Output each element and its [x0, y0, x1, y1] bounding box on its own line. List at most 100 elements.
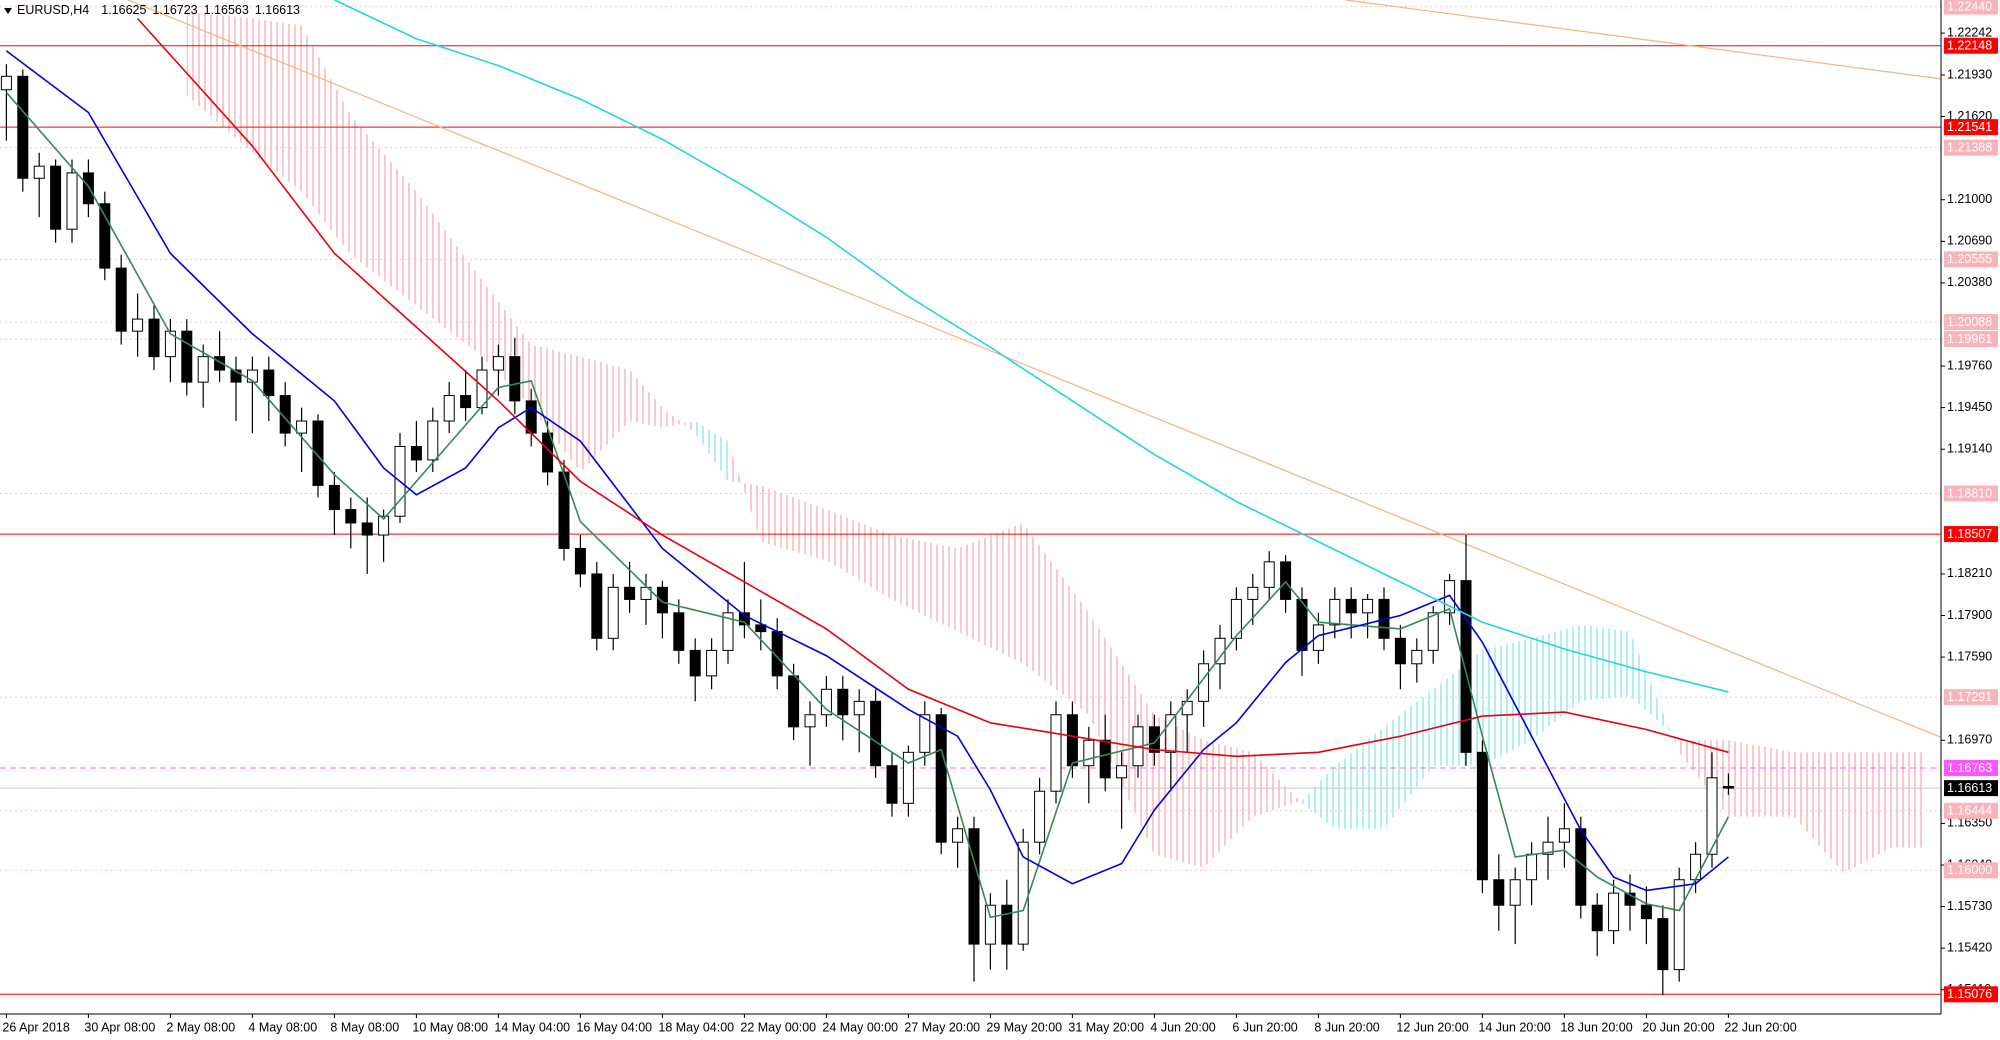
candle-body	[755, 624, 767, 633]
candle-body	[1640, 904, 1652, 920]
price-axis-panel	[1941, 0, 2000, 1040]
x-tick-label: 22 May 00:00	[740, 1020, 816, 1034]
candle-body	[1509, 879, 1521, 906]
candle-body	[164, 330, 176, 358]
candle-body	[82, 172, 94, 205]
candle-body	[214, 356, 226, 371]
y-tick-label: 1.18210	[1947, 566, 1992, 580]
price-level-box	[1944, 37, 1998, 54]
indicator-line	[5, 50, 1729, 892]
x-tick-label: 20 Jun 20:00	[1642, 1020, 1714, 1034]
price-level-label: 1.16444	[1947, 804, 1992, 818]
candle-body	[246, 369, 258, 383]
candle-body	[427, 420, 439, 461]
x-tick-label: 27 May 20:00	[904, 1020, 980, 1034]
x-tick-label: 8 Jun 20:00	[1314, 1020, 1379, 1034]
price-level-label: 1.16000	[1947, 863, 1992, 877]
cloud-segment	[1023, 522, 1089, 715]
candle-body	[1165, 714, 1177, 753]
y-tick-label: 1.16970	[1947, 733, 1992, 747]
cloud-segment	[1154, 714, 1204, 868]
candle-body	[1263, 561, 1275, 588]
candle-body	[1083, 739, 1095, 767]
candle-body	[1706, 777, 1718, 855]
candle-body	[1198, 663, 1210, 702]
candle-body	[673, 612, 685, 651]
y-tick-label: 1.16350	[1947, 816, 1992, 830]
candle-body	[837, 688, 849, 716]
candle-body	[1394, 637, 1406, 665]
y-tick-label: 1.19450	[1947, 400, 1992, 414]
cloud-segment	[760, 485, 827, 561]
candle-body	[50, 165, 62, 230]
price-level-label: 1.18810	[1947, 486, 1992, 500]
candle-body	[1034, 790, 1046, 843]
candle-body	[296, 420, 308, 434]
cloud-segment	[1728, 740, 1794, 817]
x-tick-label: 4 Jun 20:00	[1150, 1020, 1215, 1034]
time-axis-panel	[0, 1014, 2000, 1040]
menu-triangle[interactable]	[4, 8, 12, 14]
candle-body	[361, 522, 373, 536]
candle-body	[197, 356, 209, 383]
price-level-label: 1.15076	[1947, 987, 1992, 1001]
x-tick-label: 30 Apr 08:00	[84, 1020, 155, 1034]
cloud-segment	[416, 191, 482, 357]
y-tick-label: 1.17900	[1947, 608, 1992, 622]
x-tick-label: 4 May 08:00	[248, 1020, 317, 1034]
price-level-label: 1.16613	[1947, 781, 1992, 795]
candle-body	[558, 471, 570, 549]
y-tick-label: 1.15420	[1947, 940, 1992, 954]
candle-body	[1362, 598, 1374, 614]
chart-header: EURUSD,H4 1.16625 1.16723 1.16563 1.16613	[17, 3, 300, 17]
candle-body	[804, 714, 816, 728]
candle-body	[181, 330, 193, 383]
cloud-segment	[531, 344, 581, 472]
candle-body	[17, 75, 29, 179]
cloud-segment	[1203, 740, 1253, 868]
x-tick-label: 10 May 08:00	[412, 1020, 488, 1034]
price-level-box	[1944, 331, 1998, 348]
candle-body	[33, 165, 45, 179]
price-level-box	[1944, 862, 1998, 879]
candle-body	[1214, 637, 1226, 665]
candle-body	[115, 267, 127, 332]
candle-body	[919, 714, 931, 753]
cloud-segment	[1302, 765, 1335, 829]
candle-body	[689, 649, 701, 677]
candle-body	[656, 586, 668, 614]
x-tick-label: 31 May 20:00	[1068, 1020, 1144, 1034]
price-level-label: 1.16763	[1947, 761, 1992, 775]
price-level-label: 1.20555	[1947, 252, 1992, 266]
candle-body	[263, 369, 275, 397]
x-tick-label: 24 May 00:00	[822, 1020, 898, 1034]
price-level-box	[1944, 526, 1998, 543]
y-tick-label: 1.20380	[1947, 275, 1992, 289]
candle-body	[1230, 598, 1242, 639]
candle-body	[968, 828, 980, 945]
candle-body	[410, 446, 422, 461]
candle-body	[1476, 751, 1488, 881]
candles-layer	[0, 64, 1734, 996]
price-level-box	[1944, 251, 1998, 268]
price-level-box	[1944, 760, 1998, 777]
price-level-box	[1944, 119, 1998, 136]
indicator-line	[5, 91, 1730, 919]
candle-body	[1296, 598, 1308, 651]
candle-body	[0, 75, 12, 91]
x-tick-label: 12 Jun 20:00	[1396, 1020, 1468, 1034]
candle-body	[1460, 580, 1472, 753]
cloud-segment	[1531, 624, 1581, 741]
x-tick-label: 26 Apr 2018	[2, 1020, 69, 1034]
candle-body	[1624, 892, 1636, 906]
cloud-segment	[350, 115, 417, 306]
candle-body	[1329, 598, 1341, 626]
price-level-box	[1944, 485, 1998, 502]
symbol: EURUSD,H4	[17, 3, 89, 17]
price-level-label: 1.21541	[1947, 120, 1992, 134]
candle-body	[99, 203, 111, 269]
candle-body	[1673, 879, 1685, 971]
trendline	[1344, 0, 1942, 80]
x-tick-label: 8 May 08:00	[330, 1020, 399, 1034]
candle-body	[902, 751, 914, 804]
